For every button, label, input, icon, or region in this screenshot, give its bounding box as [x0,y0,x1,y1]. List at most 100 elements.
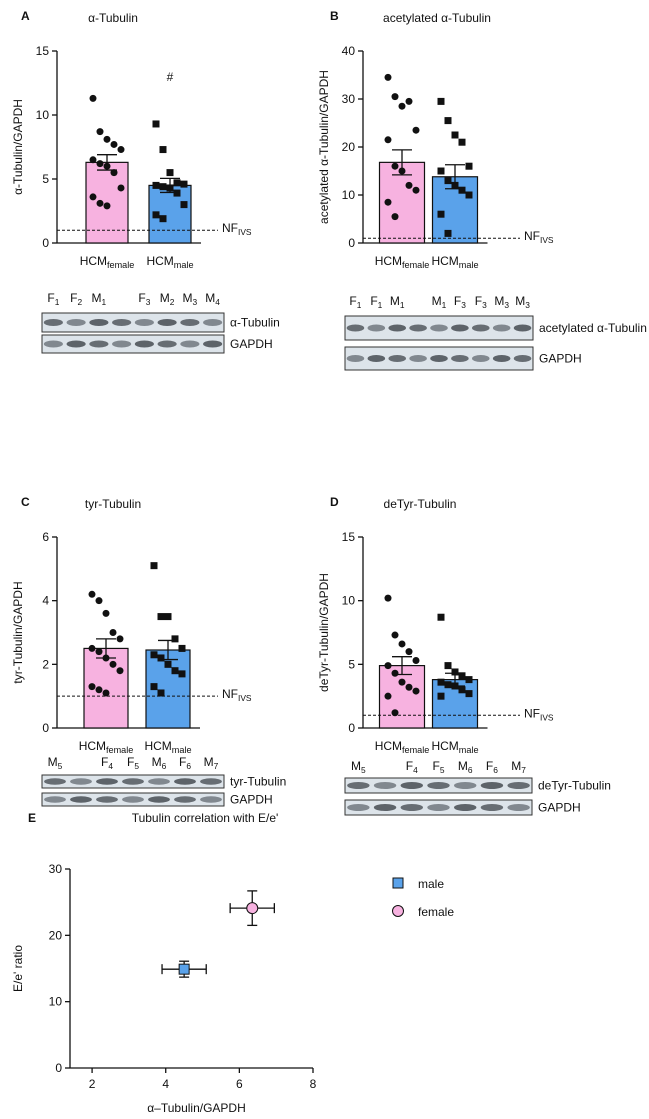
data-point [150,562,158,570]
lane-label: M1 [432,294,447,310]
lane-label-sub: 5 [361,765,366,775]
y-tick-label: 0 [348,236,355,250]
y-axis-label: α-Tubulin/GAPDH [11,99,25,195]
blot-band [180,319,200,326]
data-point [96,199,104,207]
lane-label-main: M [432,294,442,308]
lane-label: M3 [515,294,530,310]
blot-band [112,340,132,348]
data-point [109,660,117,668]
lane-label-main: M [515,294,525,308]
blot-band [346,324,365,332]
blot-band [346,355,365,362]
blot-band [200,796,222,803]
data-point [110,169,118,177]
x-tick-label: 4 [162,1077,169,1091]
blot-band [157,340,177,348]
data-point [391,669,399,677]
lane-label-sub: 3 [525,300,530,310]
blot-band [89,319,109,326]
blot-band [472,355,490,362]
data-point [89,193,97,201]
lane-label-main: M [160,291,170,305]
band-label: deTyr-Tubulin [538,779,611,793]
data-point [157,654,165,662]
panel-letter: D [330,495,339,509]
data-point [437,210,445,218]
lane-label: M3 [494,294,509,310]
data-point [110,140,118,148]
x-tick-label-sub: female [402,745,429,755]
y-tick-label: 40 [342,44,356,58]
data-point [103,162,111,170]
lane-label: F3 [454,294,466,310]
data-point [102,609,110,617]
blot-band [373,782,397,789]
lane-label-main: F [70,291,77,305]
data-point [412,186,420,194]
blot-band [367,355,386,362]
x-tick-label-sub: female [106,745,133,755]
blot-band [492,355,511,362]
blot-band [134,319,154,326]
reference-label-main: NF [524,229,540,243]
data-point [391,709,399,717]
lane-label-sub: 3 [482,300,487,310]
reference-label: NFIVS [524,229,554,245]
blot-band [43,319,63,326]
lane-label-main: F [370,294,377,308]
data-point [465,162,473,170]
lane-label: M1 [92,291,107,307]
x-tick-label-main: HCM [375,739,402,753]
data-point [451,181,459,189]
blot-band [367,324,386,332]
data-point [451,668,459,676]
blot-band [112,319,132,326]
data-point [95,648,103,656]
data-point [159,146,167,154]
data-point [384,594,392,602]
data-point [437,97,445,105]
data-point [412,687,420,695]
lane-label: F3 [138,291,150,307]
lane-label-sub: 4 [108,761,113,771]
data-point [89,94,97,102]
lane-label: F3 [475,294,487,310]
reference-label: NFIVS [524,706,554,722]
data-point [88,644,96,652]
lane-label-main: F [432,759,439,773]
y-tick-label: 6 [42,530,49,544]
data-point [88,590,96,598]
blot-band [427,782,450,789]
y-tick-label: 10 [342,594,356,608]
lane-label-sub: 2 [170,297,175,307]
blot-band [480,804,504,811]
x-tick-label: HCMfemale [375,739,430,755]
data-point [117,184,125,192]
lane-label-main: M [494,294,504,308]
data-point [405,181,413,189]
lane-label-sub: 5 [440,765,445,775]
data-point [152,211,160,219]
lane-label-sub: 1 [357,300,362,310]
y-tick-label: 15 [342,530,356,544]
lane-label-main: F [138,291,145,305]
lane-label: M4 [205,291,220,307]
data-point [458,138,466,146]
chart-title: tyr-Tubulin [85,497,141,511]
blot-band [472,324,490,332]
lane-label-main: M [204,755,214,769]
lane-label-main: M [92,291,102,305]
data-point [102,689,110,697]
lane-label: F5 [127,755,139,771]
lane-label-sub: 6 [493,765,498,775]
x-tick-label: 2 [89,1077,96,1091]
lane-label-sub: 6 [162,761,167,771]
data-point [398,167,406,175]
blot-band [148,778,170,785]
y-tick-label: 20 [49,928,63,942]
y-tick-label: 0 [55,1061,62,1075]
x-tick-label: HCMmale [431,739,478,755]
data-point [384,662,392,670]
data-point [444,662,452,670]
